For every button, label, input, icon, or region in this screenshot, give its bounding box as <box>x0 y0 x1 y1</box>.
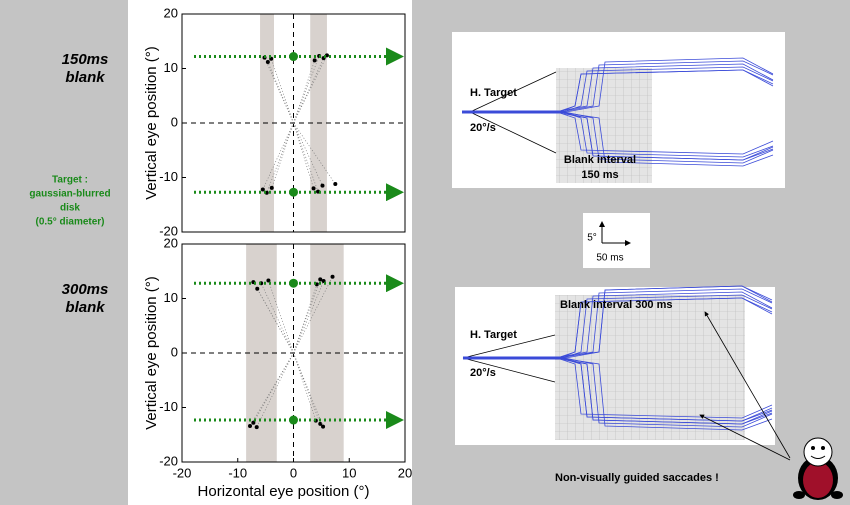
x-tick-label: 20 <box>398 465 412 480</box>
point <box>318 277 323 282</box>
trace <box>256 288 294 354</box>
eye-trace <box>463 357 773 422</box>
trace <box>268 280 294 354</box>
y-tick-label: -10 <box>159 169 178 184</box>
note: disk <box>60 203 80 214</box>
condition: 150ms <box>62 51 109 68</box>
y-tick-label: 0 <box>171 344 178 359</box>
trace <box>293 276 333 354</box>
trace <box>260 283 294 354</box>
note: (0.5° diameter) <box>35 217 104 228</box>
y-tick-label: 0 <box>171 114 178 129</box>
x-tick-label: -20 <box>173 465 192 480</box>
eye-trace <box>462 110 774 164</box>
trace <box>293 122 319 192</box>
point <box>255 286 260 291</box>
label: Blank interval 300 ms <box>560 299 673 311</box>
trace <box>293 122 336 185</box>
trace <box>293 122 323 186</box>
trace <box>293 279 321 354</box>
note: gaussian-blurred <box>29 189 110 200</box>
point <box>265 59 270 64</box>
target <box>289 52 298 62</box>
eye-trace <box>462 69 774 113</box>
plot: -20 -10 0 10 20 Vertical eye position (°) <box>143 5 406 238</box>
point <box>330 274 335 279</box>
point <box>312 58 317 63</box>
y-tick-label: -20 <box>159 453 178 468</box>
x-tick-label: 10 <box>342 465 356 480</box>
target <box>289 278 298 288</box>
point <box>266 278 271 283</box>
pointer <box>699 414 791 461</box>
y-tick-label: 10 <box>164 290 178 305</box>
trace <box>293 280 324 354</box>
point <box>251 420 256 425</box>
label: Blank interval <box>564 154 636 166</box>
eye-trace <box>462 112 774 161</box>
y-tick-label: 10 <box>164 60 178 75</box>
label: H. Target <box>470 87 517 99</box>
target <box>289 415 298 425</box>
label: H. Target <box>470 329 517 341</box>
y-tick-label: 20 <box>164 235 178 250</box>
label: 5° <box>587 233 597 244</box>
point <box>260 187 265 192</box>
x-axis-label: Horizontal eye position (°) <box>198 483 370 500</box>
point <box>269 185 274 190</box>
y-axis-label: Vertical eye position (°) <box>143 276 160 430</box>
y-axis-label: Vertical eye position (°) <box>143 46 160 200</box>
point <box>321 424 326 429</box>
trace <box>271 122 294 188</box>
trace <box>266 122 294 193</box>
note: Target : <box>52 175 88 186</box>
trace <box>293 352 324 427</box>
label: 20°/s <box>470 122 496 134</box>
point <box>248 424 253 429</box>
label: 150 ms <box>581 169 618 181</box>
trace <box>293 122 314 189</box>
scale-bar: 5° 50 ms <box>583 213 650 268</box>
trace-panel: H. Target 20°/s Blank interval 150 ms <box>452 32 785 188</box>
label: 20°/s <box>470 367 496 379</box>
point <box>320 183 325 188</box>
caption: Non-visually guided saccades ! <box>555 472 719 484</box>
eye-trace <box>463 358 773 425</box>
eye-trace <box>463 285 773 358</box>
trace <box>293 60 316 124</box>
trace-panel: Blank interval 300 ms H. Target 20°/s <box>455 285 775 445</box>
y-tick-label: 20 <box>164 5 178 20</box>
condition: 300ms <box>62 281 109 298</box>
y-tick-label: -10 <box>159 399 178 414</box>
ladybug-icon <box>793 437 843 500</box>
label: 50 ms <box>596 253 623 264</box>
trace <box>262 122 294 190</box>
plot: -20 -10 0 10 20 -20 -10 0 10 20 Vertical eye posit… <box>143 235 412 500</box>
y-tick-label: -20 <box>159 223 178 238</box>
x-tick-label: 0 <box>290 465 297 480</box>
condition: blank <box>65 299 105 316</box>
trace <box>293 55 328 124</box>
x-tick-label: -10 <box>228 465 247 480</box>
point <box>254 425 259 430</box>
point <box>311 186 316 191</box>
pointer <box>704 311 791 459</box>
trace <box>249 352 294 427</box>
target <box>289 187 298 197</box>
point <box>333 182 338 187</box>
trace <box>267 61 294 124</box>
condition: blank <box>65 69 105 86</box>
